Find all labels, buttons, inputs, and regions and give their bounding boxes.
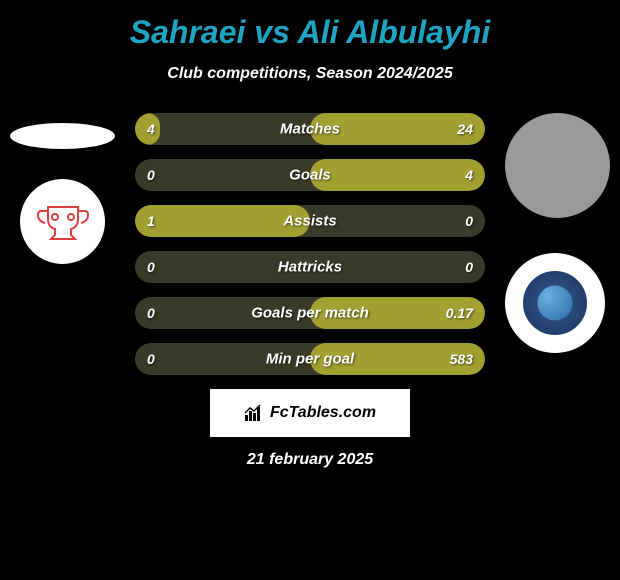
stat-row-assists: 1 Assists 0 xyxy=(135,205,485,237)
page-title: Sahraei vs Ali Albulayhi xyxy=(0,0,620,51)
stats-bars: 4 Matches 24 0 Goals 4 1 Assists 0 0 Hat… xyxy=(135,113,485,375)
stat-value-right: 4 xyxy=(465,167,473,183)
stat-row-goals-per-match: 0 Goals per match 0.17 xyxy=(135,297,485,329)
stat-row-min-per-goal: 0 Min per goal 583 xyxy=(135,343,485,375)
stat-label: Hattricks xyxy=(278,259,342,276)
stat-value-left: 4 xyxy=(147,121,155,137)
right-club-badge xyxy=(505,253,605,353)
stat-value-right: 0 xyxy=(465,259,473,275)
stat-value-left: 1 xyxy=(147,213,155,229)
stat-value-right: 0 xyxy=(465,213,473,229)
trophy-icon xyxy=(33,197,93,247)
stat-value-left: 0 xyxy=(147,259,155,275)
stat-label: Goals xyxy=(289,167,331,184)
stat-value-left: 0 xyxy=(147,351,155,367)
left-player-avatars xyxy=(10,113,115,264)
stat-label: Assists xyxy=(283,213,336,230)
stat-row-matches: 4 Matches 24 xyxy=(135,113,485,145)
chart-icon xyxy=(244,403,264,423)
footer-brand-text: FcTables.com xyxy=(270,404,376,422)
stat-label: Min per goal xyxy=(266,351,354,368)
left-player-photo xyxy=(10,123,115,149)
stat-label: Goals per match xyxy=(251,305,369,322)
footer-brand-badge[interactable]: FcTables.com xyxy=(210,389,410,437)
stat-label: Matches xyxy=(280,121,340,138)
stat-row-hattricks: 0 Hattricks 0 xyxy=(135,251,485,283)
date-text: 21 february 2025 xyxy=(0,451,620,469)
stat-bar-right xyxy=(310,159,485,191)
page-subtitle: Club competitions, Season 2024/2025 xyxy=(0,65,620,83)
stat-value-right: 24 xyxy=(457,121,473,137)
right-player-avatars xyxy=(505,113,610,353)
stat-row-goals: 0 Goals 4 xyxy=(135,159,485,191)
stat-value-right: 0.17 xyxy=(446,305,473,321)
stat-value-left: 0 xyxy=(147,305,155,321)
left-club-badge xyxy=(20,179,105,264)
right-player-photo xyxy=(505,113,610,218)
content-area: 4 Matches 24 0 Goals 4 1 Assists 0 0 Hat… xyxy=(0,113,620,469)
stat-value-right: 583 xyxy=(450,351,473,367)
club-badge-icon xyxy=(520,268,590,338)
stat-value-left: 0 xyxy=(147,167,155,183)
